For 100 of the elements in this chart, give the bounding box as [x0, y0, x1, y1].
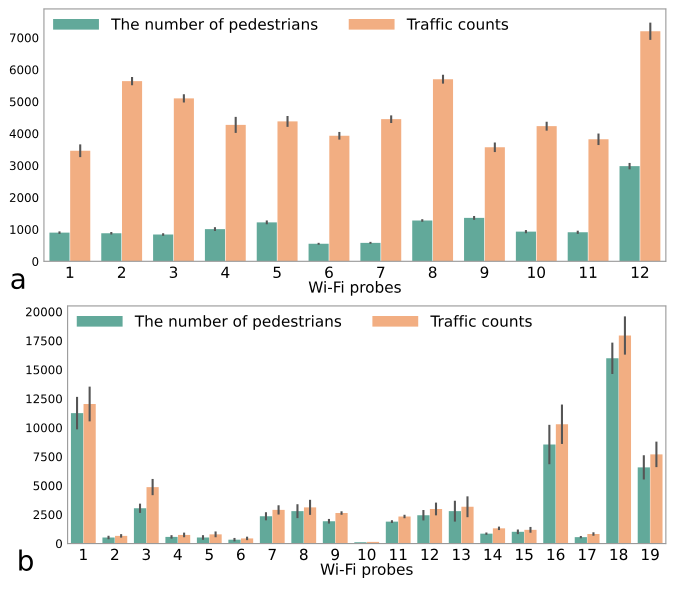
bar — [492, 528, 506, 544]
bar — [304, 507, 316, 544]
x-tick-label: 3 — [142, 548, 150, 560]
y-tick-label: 12500 — [26, 394, 62, 404]
bar — [574, 537, 587, 544]
x-tick-label: 19 — [642, 548, 659, 560]
bar — [480, 534, 492, 544]
x-tick-label: 11 — [390, 548, 407, 560]
y-tick-label: 5000 — [34, 481, 62, 490]
x-tick-label: 12 — [422, 548, 438, 560]
bar — [256, 222, 277, 262]
x-tick-label: 6 — [236, 548, 245, 560]
bar — [84, 404, 96, 544]
x-tick-label: 14 — [484, 548, 502, 560]
x-tick-label: 9 — [480, 266, 488, 278]
bar — [204, 229, 226, 262]
bar — [122, 81, 142, 262]
x-tick-label: 8 — [428, 266, 436, 278]
x-tick-label: 9 — [331, 548, 340, 560]
y-tick-label: 5000 — [10, 97, 38, 106]
x-tick-label: 10 — [528, 266, 545, 278]
x-tick-label: 8 — [300, 548, 308, 560]
bar — [386, 522, 398, 544]
x-tick-label: 1 — [80, 548, 87, 560]
bar — [174, 98, 194, 262]
bar — [70, 150, 90, 262]
bar — [260, 516, 272, 544]
x-tick-label: 6 — [325, 266, 333, 278]
bar — [556, 424, 568, 544]
bar — [484, 147, 505, 262]
bar — [543, 444, 556, 544]
bar — [464, 218, 484, 262]
text: a — [11, 273, 24, 290]
y-tick-label: 15000 — [26, 365, 62, 374]
x-tick-label: 4 — [174, 548, 182, 560]
x-tick-label: 5 — [206, 548, 213, 560]
legend-label: The number of pedestrians — [134, 315, 342, 330]
bar — [329, 136, 350, 262]
bar — [381, 119, 402, 262]
bar — [432, 79, 454, 262]
x-tick-label: 5 — [273, 266, 281, 278]
bar — [587, 534, 600, 544]
bar — [70, 413, 84, 544]
x-tick-label: 7 — [377, 266, 384, 278]
y-tick-label: 0 — [32, 257, 38, 266]
x-tick-label: 11 — [580, 266, 596, 278]
bar — [335, 513, 348, 544]
x-tick-label: 13 — [453, 548, 470, 560]
bar — [272, 510, 285, 544]
legend-label: The number of pedestrians — [111, 18, 318, 33]
x-axis-title: Wi-Fi probes — [320, 563, 413, 578]
bar — [49, 232, 70, 262]
bar — [322, 521, 336, 544]
bar — [430, 508, 442, 544]
x-tick-label: 17 — [579, 548, 596, 560]
legend-label: Traffic counts — [430, 315, 532, 327]
bar — [568, 232, 588, 262]
x-tick-label: 3 — [170, 266, 178, 278]
y-tick-label: 3000 — [10, 161, 38, 170]
bar — [516, 232, 536, 262]
bar — [291, 511, 304, 544]
x-tick-label: 2 — [111, 548, 118, 560]
bar — [524, 530, 537, 544]
y-tick-label: 17500 — [26, 336, 62, 346]
bar — [417, 515, 430, 544]
bar — [461, 506, 474, 544]
x-tick-label: 2 — [118, 266, 126, 278]
x-tick-label: 12 — [632, 266, 648, 278]
bar — [308, 244, 329, 262]
bar — [536, 126, 557, 262]
y-tick-label: 7000 — [10, 33, 38, 42]
bar — [398, 516, 411, 544]
bar — [588, 139, 609, 262]
bar — [101, 233, 122, 262]
bar — [620, 166, 640, 262]
bar — [606, 358, 618, 544]
bar — [134, 508, 146, 544]
y-tick-label: 0 — [56, 539, 62, 548]
x-axis-title: Wi-Fi probes — [308, 281, 401, 296]
x-tick-label: 7 — [268, 548, 276, 560]
text: b — [19, 549, 33, 571]
y-tick-label: 2000 — [10, 193, 38, 202]
bar — [153, 234, 174, 262]
y-tick-label: 20000 — [26, 307, 62, 316]
bar — [512, 532, 524, 544]
bar — [277, 121, 298, 262]
y-tick-label: 4000 — [10, 129, 38, 138]
legend-label: Traffic counts — [406, 18, 508, 30]
x-tick-label: 15 — [516, 548, 533, 560]
x-tick-label: 1 — [66, 266, 74, 278]
bar — [448, 511, 462, 544]
bar — [146, 487, 159, 544]
y-tick-label: 2500 — [34, 510, 62, 520]
bar — [640, 31, 660, 262]
x-tick-label: 10 — [358, 548, 376, 560]
bar — [618, 335, 632, 544]
y-tick-label: 10000 — [26, 423, 62, 432]
bar — [360, 242, 380, 262]
bar — [650, 454, 663, 544]
bar — [226, 124, 246, 262]
